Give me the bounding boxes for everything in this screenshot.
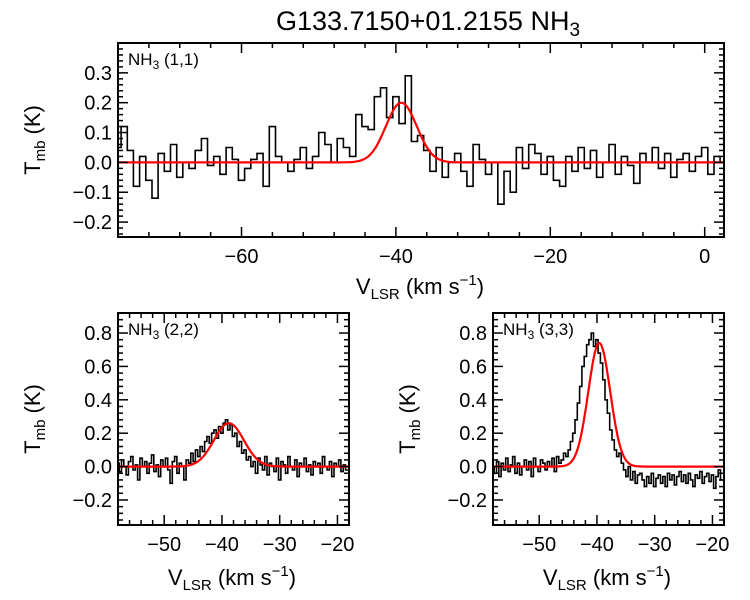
y-tick-label: 0.4 xyxy=(459,390,487,412)
x-tick-label: −40 xyxy=(205,534,239,556)
y-tick-label: −0.1 xyxy=(73,182,112,204)
gaussian-fit-line xyxy=(118,422,349,468)
x-tick-label: 0 xyxy=(699,246,710,268)
y-axis-label: Tmb (K) xyxy=(20,384,49,454)
x-tick-label: −20 xyxy=(320,534,354,556)
y-axis-label-main: T xyxy=(20,161,45,174)
x-axis-label-main: V xyxy=(168,565,183,590)
panel-label-subscript: 3 xyxy=(153,58,160,72)
y-tick-label: −0.2 xyxy=(448,490,487,512)
y-tick-label: 0.4 xyxy=(84,390,112,412)
panel-label-transition: (3,3) xyxy=(534,320,574,339)
x-tick-label: −50 xyxy=(522,534,556,556)
panel-2: −50 −40 −30 −20 −0.2 0.0 0.2 0.4 0.6 0.8 NH3 (2,2)… xyxy=(20,312,354,594)
gaussian-fit-line xyxy=(493,341,724,468)
figure-title-main: G133.7150+01.2155 NH xyxy=(276,6,569,36)
y-tick-label: 0.1 xyxy=(84,123,112,145)
plot-frame xyxy=(492,312,725,526)
x-axis-label-main: V xyxy=(356,274,371,299)
x-tick-label: −40 xyxy=(379,246,413,268)
y-axis-label-unit: (K) xyxy=(20,105,45,140)
y-tick-label: 0.0 xyxy=(459,457,487,479)
y-tick-label: 0.0 xyxy=(84,152,112,174)
panel-label-transition: (2,2) xyxy=(159,320,199,339)
x-axis-label: VLSR (km s−1) xyxy=(168,563,296,594)
panel-label-main: NH xyxy=(128,50,153,69)
x-axis-label: VLSR (km s−1) xyxy=(543,563,671,594)
plot-frame xyxy=(117,42,725,238)
x-axis-label-unit: (km s xyxy=(587,565,647,590)
panel-label: NH3 (2,2) xyxy=(128,320,199,342)
y-axis-label-subscript: mb xyxy=(407,420,424,441)
panel-label-subscript: 3 xyxy=(528,328,535,342)
x-tick-label: −30 xyxy=(263,534,297,556)
y-axis-label-main: T xyxy=(395,440,420,453)
y-tick-label: 0.2 xyxy=(459,423,487,445)
panel-label: NH3 (3,3) xyxy=(503,320,574,342)
x-tick-label: −20 xyxy=(533,246,567,268)
panel-label: NH3 (1,1) xyxy=(128,50,199,72)
x-tick-label: −60 xyxy=(225,246,259,268)
spectrum-line xyxy=(493,332,723,490)
x-tick-label: −30 xyxy=(638,534,672,556)
y-axis-label: Tmb (K) xyxy=(395,384,424,454)
panel-label-main: NH xyxy=(128,320,153,339)
y-tick-label: 0.6 xyxy=(459,356,487,378)
y-tick-label: 0.2 xyxy=(84,423,112,445)
x-axis-label-unit: (km s xyxy=(400,274,460,299)
y-tick-label: 0.8 xyxy=(84,323,112,345)
y-tick-label: −0.2 xyxy=(73,490,112,512)
y-tick-label: 0.2 xyxy=(84,93,112,115)
x-axis-label-superscript: −1 xyxy=(272,563,289,580)
x-axis-label-main: V xyxy=(543,565,558,590)
y-axis-label-unit: (K) xyxy=(395,384,420,419)
y-tick-label: −0.2 xyxy=(73,212,112,234)
x-tick-label: −50 xyxy=(147,534,181,556)
x-axis-label-subscript: LSR xyxy=(183,577,212,594)
x-axis-label-end: ) xyxy=(664,565,671,590)
y-axis-label-subscript: mb xyxy=(32,420,49,441)
y-axis-label-main: T xyxy=(20,440,45,453)
x-axis-label-superscript: −1 xyxy=(460,272,477,289)
y-axis-label-subscript: mb xyxy=(32,141,49,162)
spectrum-line xyxy=(118,419,348,485)
figure-title-subscript: 3 xyxy=(569,20,580,41)
x-tick-label: −40 xyxy=(580,534,614,556)
panel-label-main: NH xyxy=(503,320,528,339)
x-axis-label-subscript: LSR xyxy=(371,286,400,303)
x-axis-label-superscript: −1 xyxy=(647,563,664,580)
gaussian-fit-line xyxy=(118,101,724,164)
y-tick-label: 0.8 xyxy=(459,323,487,345)
x-axis-label-end: ) xyxy=(477,274,484,299)
x-axis-label-unit: (km s xyxy=(212,565,272,590)
figure-title: G133.7150+01.2155 NH3 xyxy=(276,6,580,41)
panel-label-subscript: 3 xyxy=(153,328,160,342)
panel-1: −60 −40 −20 0 −0.2 −0.1 0.0 0.1 0.2 0.3 NH3 (1,1) V… xyxy=(20,42,725,303)
y-axis-label-unit: (K) xyxy=(20,384,45,419)
panel-3: −50 −40 −30 −20 −0.2 0.0 0.2 0.4 0.6 0.8 NH3 (3,3)… xyxy=(395,312,729,594)
x-axis-label: VLSR (km s−1) xyxy=(356,272,484,303)
y-tick-label: 0.3 xyxy=(84,63,112,85)
plot-frame xyxy=(117,312,350,526)
y-tick-label: 0.0 xyxy=(84,457,112,479)
panel-label-transition: (1,1) xyxy=(159,50,199,69)
x-tick-label: −20 xyxy=(695,534,729,556)
x-axis-label-end: ) xyxy=(289,565,296,590)
y-tick-label: 0.6 xyxy=(84,356,112,378)
x-axis-label-subscript: LSR xyxy=(558,577,587,594)
spectrum-line xyxy=(118,75,724,205)
y-axis-label: Tmb (K) xyxy=(20,105,49,175)
